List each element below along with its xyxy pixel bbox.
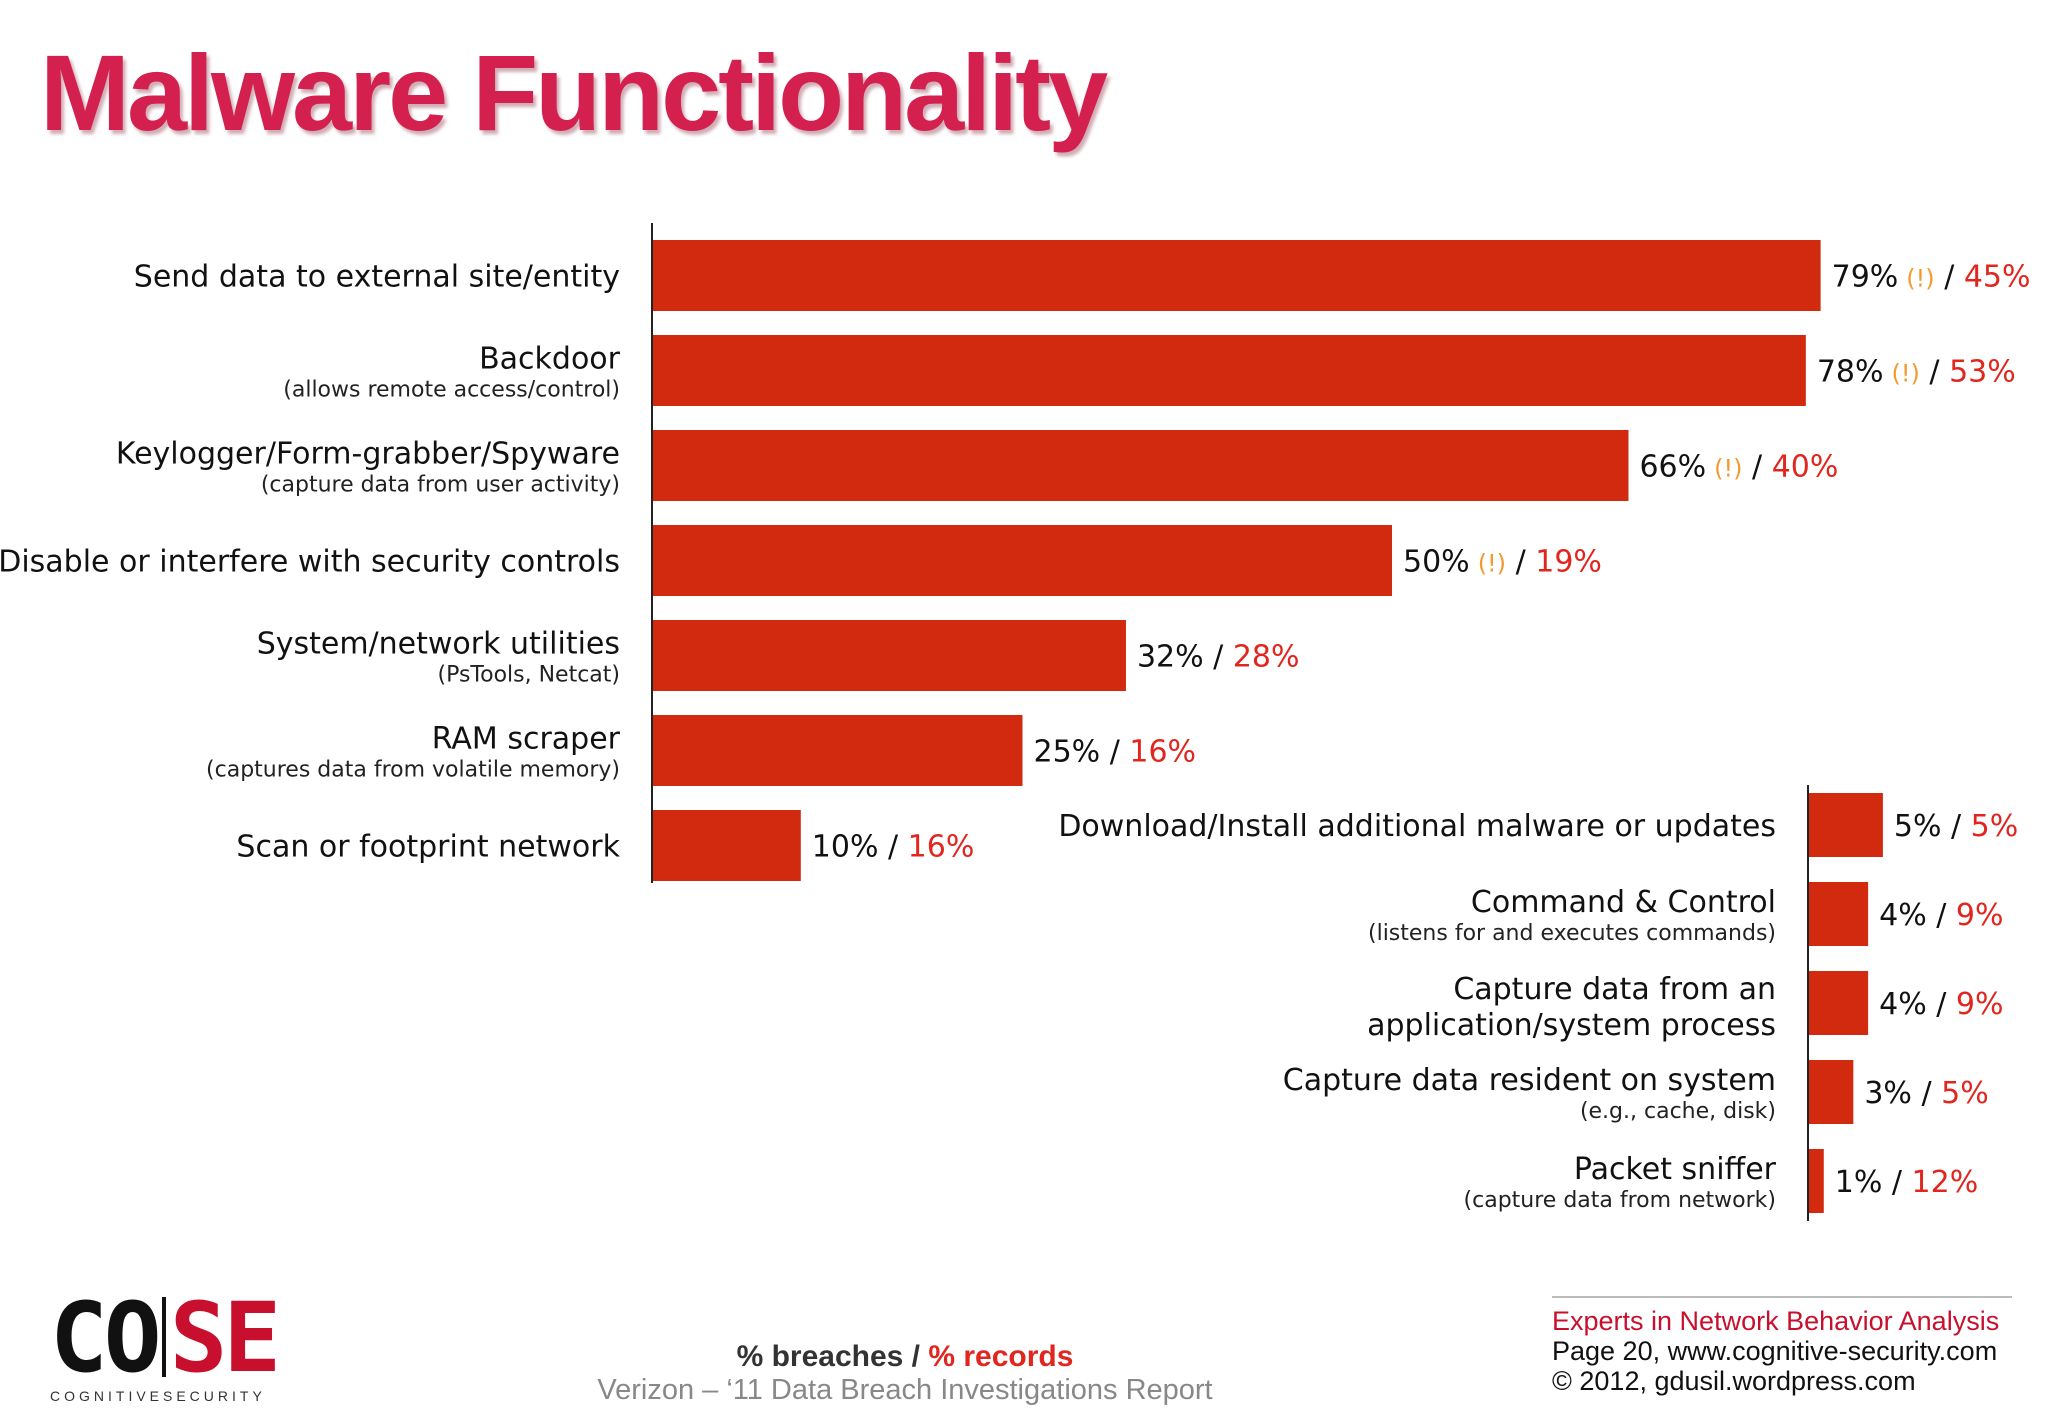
- data-label: 4% / 9%: [1879, 987, 2003, 1022]
- bar: [653, 240, 1821, 311]
- data-label: 32% / 28%: [1137, 640, 1300, 675]
- data-label: 1% / 12%: [1835, 1165, 1978, 1200]
- inset-bar-chart: Download/Install additional malware or u…: [1058, 785, 2018, 1221]
- category-sublabel: (allows remote access/control): [283, 378, 620, 403]
- bar: [1809, 1149, 1824, 1213]
- legend-separator: /: [911, 1340, 921, 1373]
- bar: [653, 715, 1023, 786]
- malware-functionality-chart: Send data to external site/entity 79% (!) …: [0, 223, 2031, 1221]
- category-sublabel: (listens for and executes commands): [1368, 921, 1776, 946]
- data-label: 66% (!) / 40%: [1639, 450, 1838, 485]
- bar: [653, 810, 801, 881]
- category-label: Capture data resident on system: [1283, 1063, 1776, 1098]
- category-label: Scan or footprint network: [236, 830, 620, 865]
- data-label: 50% (!) / 19%: [1403, 545, 1602, 580]
- legend: % breaches / % records Verizon – ‘11 Dat…: [580, 1340, 1230, 1406]
- category-label: Disable or interfere with security contr…: [0, 545, 620, 580]
- category-label: Keylogger/Form-grabber/Spyware: [116, 437, 620, 472]
- category-sublabel: (capture data from network): [1464, 1188, 1776, 1213]
- category-label: Packet sniffer: [1574, 1152, 1777, 1187]
- data-label: 10% / 16%: [812, 830, 975, 865]
- category-label: Capture data from an: [1453, 972, 1776, 1007]
- bar: [653, 335, 1806, 406]
- data-label: 5% / 5%: [1894, 809, 2018, 844]
- category-sublabel: (captures data from volatile memory): [206, 758, 620, 783]
- legend-breaches: % breaches: [736, 1340, 904, 1373]
- category-label: Send data to external site/entity: [134, 260, 620, 295]
- footer-info: Experts in Network Behavior Analysis Pag…: [1552, 1296, 2012, 1396]
- logo-divider: [161, 1297, 166, 1377]
- data-label: 79% (!) / 45%: [1832, 260, 2031, 295]
- data-label: 4% / 9%: [1879, 898, 2003, 933]
- footer-page: Page 20, www.cognitive-security.com: [1552, 1336, 1998, 1366]
- data-label: 78% (!) / 53%: [1817, 355, 2016, 390]
- logo-se: SE: [169, 1282, 282, 1394]
- main-bar-chart: Send data to external site/entity 79% (!) …: [0, 223, 2031, 883]
- logo-co: CO: [50, 1282, 162, 1394]
- category-label: Download/Install additional malware or u…: [1058, 809, 1776, 844]
- category-label: RAM scraper: [432, 722, 621, 757]
- bar: [653, 620, 1126, 691]
- footer-rule: [1552, 1296, 2012, 1298]
- bar: [1809, 971, 1869, 1035]
- bar: [653, 525, 1392, 596]
- category-label: application/system process: [1367, 1008, 1776, 1043]
- cose-logo: CO SE COGNITIVESECURITY: [50, 1290, 281, 1404]
- category-label: Command & Control: [1471, 885, 1776, 920]
- footer-copyright: © 2012, gdusil.wordpress.com: [1552, 1366, 1916, 1396]
- category-sublabel: (PsTools, Netcat): [437, 663, 620, 688]
- bar: [1809, 882, 1869, 946]
- bar: [1809, 1060, 1854, 1124]
- bar: [1809, 793, 1883, 857]
- category-sublabel: (capture data from user activity): [261, 473, 620, 498]
- data-label: 25% / 16%: [1034, 735, 1197, 770]
- data-label: 3% / 5%: [1864, 1076, 1988, 1111]
- category-sublabel: (e.g., cache, disk): [1580, 1099, 1776, 1124]
- bar: [653, 430, 1629, 501]
- legend-records: % records: [928, 1340, 1074, 1373]
- slide-title: Malware Functionality: [40, 32, 1108, 153]
- source-citation: Verizon – ‘11 Data Breach Investigations…: [597, 1374, 1213, 1406]
- category-label: System/network utilities: [257, 627, 620, 662]
- category-label: Backdoor: [479, 342, 621, 377]
- logo-tagline: COGNITIVESECURITY: [50, 1388, 266, 1404]
- footer-tagline: Experts in Network Behavior Analysis: [1552, 1306, 2000, 1336]
